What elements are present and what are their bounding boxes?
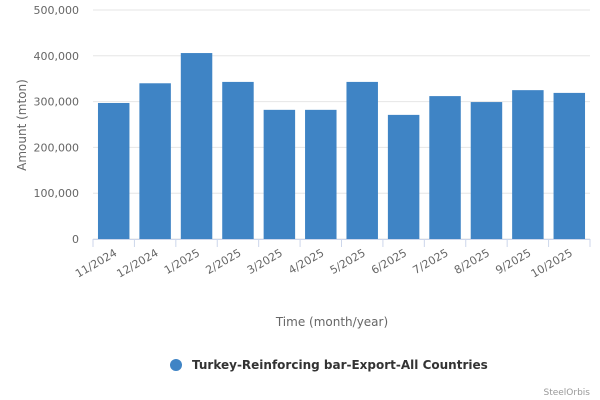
x-axis-title: Time (month/year): [275, 315, 388, 329]
x-tick-label: 4/2025: [286, 246, 326, 277]
bar[interactable]: [305, 109, 337, 240]
x-tick-label: 6/2025: [369, 246, 409, 277]
bar[interactable]: [429, 96, 461, 239]
x-tick-label: 12/2024: [115, 246, 161, 280]
bar[interactable]: [180, 53, 213, 239]
bar[interactable]: [263, 109, 296, 240]
y-axis-title: Amount (mton): [15, 79, 29, 171]
bar[interactable]: [512, 90, 544, 240]
bar[interactable]: [387, 114, 420, 239]
y-tick-label: 500,000: [34, 4, 80, 17]
x-tick-label: 11/2024: [73, 246, 119, 280]
bar[interactable]: [139, 83, 171, 239]
x-tick-label: 3/2025: [245, 246, 285, 277]
bar[interactable]: [97, 102, 130, 239]
x-tick-label: 5/2025: [328, 246, 368, 277]
credits[interactable]: SteelOrbis: [543, 388, 590, 398]
bar[interactable]: [222, 81, 254, 239]
legend-label[interactable]: Turkey-Reinforcing bar-Export-All Countr…: [192, 358, 488, 372]
y-tick-label: 300,000: [34, 96, 80, 109]
y-tick-label: 400,000: [34, 50, 80, 63]
y-tick-label: 0: [72, 233, 79, 246]
bar[interactable]: [346, 81, 378, 239]
x-tick-label: 8/2025: [452, 246, 492, 277]
x-tick-label: 7/2025: [411, 246, 451, 277]
x-tick-label: 9/2025: [493, 246, 533, 277]
bar[interactable]: [553, 92, 586, 239]
legend-marker[interactable]: [170, 359, 182, 371]
y-tick-label: 100,000: [34, 187, 80, 200]
x-tick-label: 2/2025: [203, 246, 243, 277]
x-tick-label: 1/2025: [162, 246, 202, 277]
bar[interactable]: [470, 102, 503, 239]
x-tick-label: 10/2025: [529, 246, 575, 280]
y-tick-label: 200,000: [34, 141, 80, 154]
